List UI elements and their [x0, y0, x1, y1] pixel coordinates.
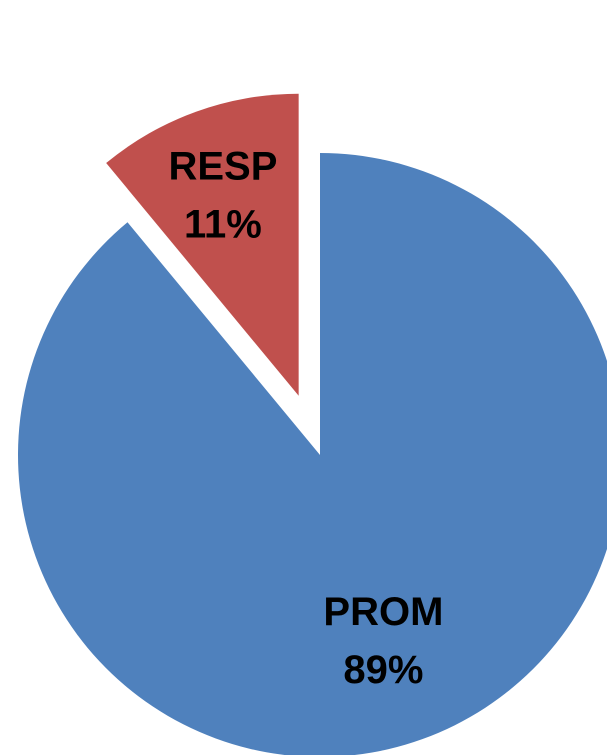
slice-value-resp: 11% [184, 202, 262, 246]
slice-prom [18, 153, 607, 755]
slice-label-prom: PROM [323, 590, 443, 634]
slice-resp [106, 93, 299, 396]
slice-label-resp: RESP [168, 144, 277, 188]
slice-labels: PROM 89% RESP 11% [168, 144, 443, 692]
pie-slices [18, 93, 607, 755]
slice-value-prom: 89% [343, 648, 423, 692]
